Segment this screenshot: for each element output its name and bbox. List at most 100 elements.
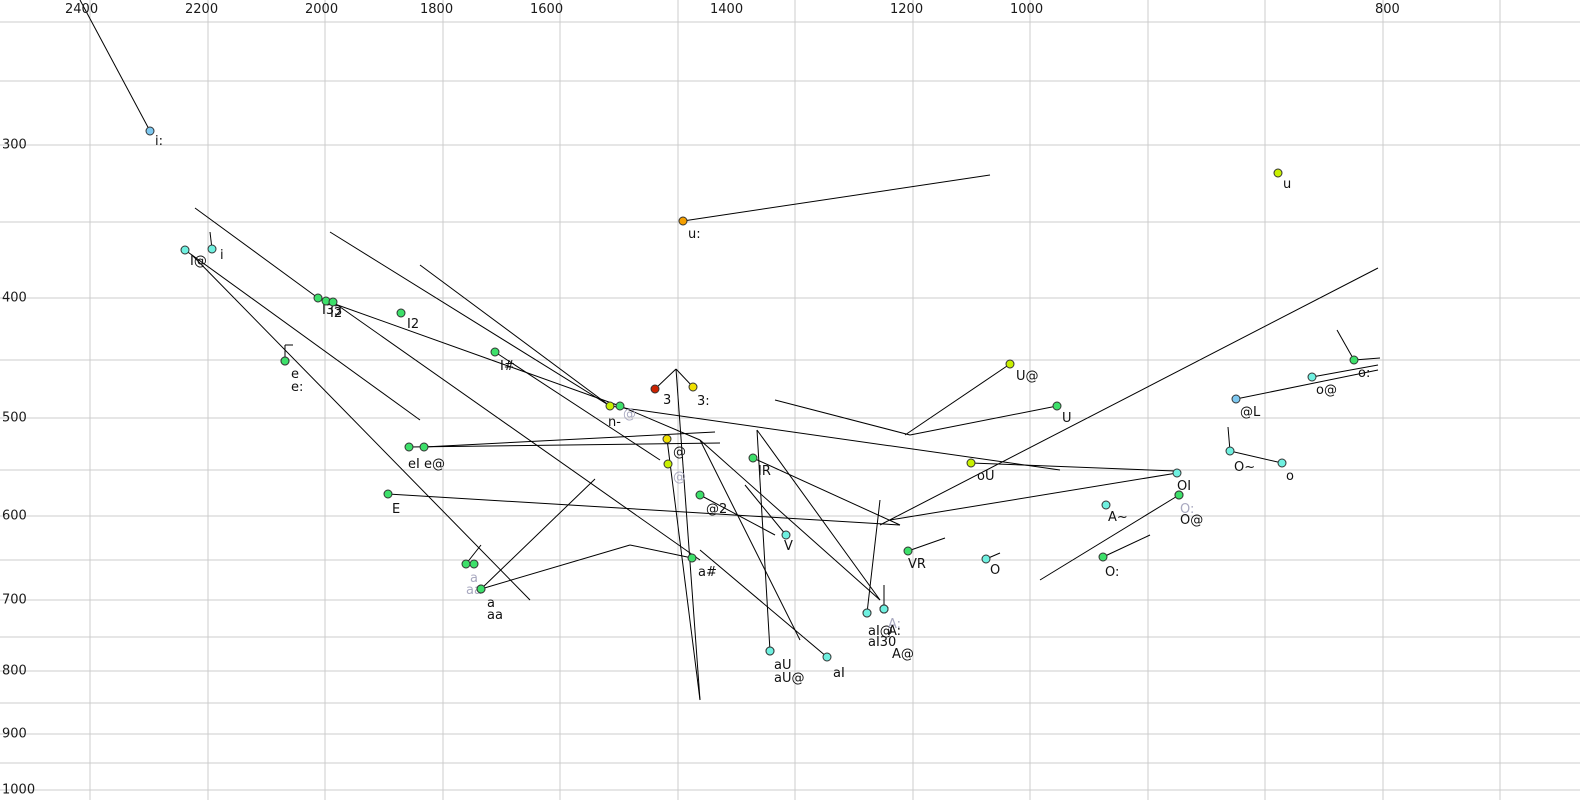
vowel-point[interactable] bbox=[663, 459, 673, 469]
vowel-point[interactable] bbox=[862, 608, 872, 618]
vowel-point[interactable] bbox=[145, 126, 155, 136]
vowel-point[interactable] bbox=[1307, 372, 1317, 382]
vowel-label: aU@ bbox=[774, 671, 805, 686]
vowel-point[interactable] bbox=[1174, 490, 1184, 500]
connector-line bbox=[619, 405, 701, 441]
vowel-point[interactable] bbox=[396, 308, 406, 318]
vowel-point[interactable] bbox=[781, 530, 791, 540]
vowel-point[interactable] bbox=[1273, 168, 1283, 178]
connector-line bbox=[329, 231, 611, 407]
vowel-point[interactable] bbox=[1231, 394, 1241, 404]
vowel-label: a# bbox=[698, 565, 717, 580]
x-tick-label: 1000 bbox=[1010, 2, 1044, 17]
vowel-label: 3: bbox=[697, 394, 710, 409]
y-tick-label: 400 bbox=[2, 290, 27, 306]
vowel-point[interactable] bbox=[650, 384, 660, 394]
connector-line bbox=[1039, 494, 1180, 581]
vowel-label: O@ bbox=[1180, 513, 1204, 528]
vowel-point[interactable] bbox=[687, 553, 697, 563]
y-tick-label: 800 bbox=[2, 663, 27, 679]
vowel-label: A@ bbox=[892, 647, 914, 662]
vowel-point[interactable] bbox=[605, 401, 615, 411]
vowel-point[interactable] bbox=[615, 401, 625, 411]
connector-line bbox=[970, 462, 1176, 472]
vowel-point[interactable] bbox=[1052, 401, 1062, 411]
vowel-point[interactable] bbox=[280, 356, 290, 366]
vowel-label: aa bbox=[487, 608, 503, 623]
vowel-point[interactable] bbox=[476, 584, 486, 594]
vowel-label: u: bbox=[688, 227, 701, 242]
vowel-label: o@ bbox=[1316, 383, 1337, 398]
vowel-label: i: bbox=[155, 134, 163, 149]
vowel-label: U bbox=[1062, 411, 1072, 426]
x-tick-label: 800 bbox=[1375, 2, 1400, 17]
connector-line bbox=[774, 399, 911, 436]
vowel-label: A: bbox=[888, 617, 902, 632]
connector-line bbox=[494, 351, 661, 461]
vowel-label: A~ bbox=[1108, 510, 1128, 525]
connector-line bbox=[666, 438, 701, 701]
connector-line bbox=[699, 439, 801, 641]
x-tick-label: 1400 bbox=[710, 2, 744, 17]
connector-line bbox=[699, 549, 828, 658]
vowel-point[interactable] bbox=[662, 434, 672, 444]
vowel-point[interactable] bbox=[1349, 355, 1359, 365]
vowel-point[interactable] bbox=[879, 604, 889, 614]
vowel-point[interactable] bbox=[765, 646, 775, 656]
vowel-point[interactable] bbox=[678, 216, 688, 226]
vowel-label: O: bbox=[1105, 565, 1120, 580]
vowel-point[interactable] bbox=[822, 652, 832, 662]
vowel-label: aI3 bbox=[868, 635, 889, 650]
vowel-point[interactable] bbox=[748, 453, 758, 463]
connector-line bbox=[332, 301, 701, 561]
vowel-label: VR bbox=[908, 557, 926, 572]
vowel-point[interactable] bbox=[1101, 500, 1111, 510]
vowel-point[interactable] bbox=[1225, 446, 1235, 456]
vowel-point[interactable] bbox=[1005, 359, 1015, 369]
vowel-point[interactable] bbox=[419, 442, 429, 452]
vowel-label: 0 bbox=[888, 635, 897, 650]
connector-line bbox=[387, 493, 901, 526]
connector-line bbox=[1235, 369, 1379, 400]
vowel-label: o: bbox=[1358, 366, 1371, 381]
vowel-point[interactable] bbox=[328, 297, 338, 307]
vowel-point[interactable] bbox=[688, 382, 698, 392]
vowel-label: V bbox=[784, 539, 793, 554]
connector-line bbox=[480, 478, 596, 590]
vowel-label: aI@ bbox=[868, 624, 893, 639]
vowel-label: I2 bbox=[330, 306, 343, 321]
vowel-label: 3 bbox=[334, 304, 343, 319]
vowel-label: u bbox=[1283, 177, 1292, 192]
vowel-label: O~ bbox=[1234, 460, 1256, 475]
vowel-label: a bbox=[470, 571, 478, 586]
x-tick-label: 2400 bbox=[65, 2, 99, 17]
vowel-point[interactable] bbox=[383, 489, 393, 499]
vowel-label: eI bbox=[408, 457, 420, 472]
connector-line bbox=[907, 537, 946, 552]
x-tick-label: 2000 bbox=[305, 2, 339, 17]
vowel-label: A: bbox=[888, 624, 902, 639]
vowel-label: OI bbox=[1177, 479, 1192, 494]
connector-line bbox=[1229, 450, 1283, 464]
x-tick-label: 2200 bbox=[185, 2, 219, 17]
connector-line bbox=[682, 174, 991, 222]
vowel-label: @2 bbox=[706, 502, 728, 517]
vowel-label: o bbox=[1286, 469, 1294, 484]
vowel-point[interactable] bbox=[490, 347, 500, 357]
vowel-point[interactable] bbox=[180, 245, 190, 255]
vowel-point[interactable] bbox=[695, 490, 705, 500]
vowel-label: @ bbox=[673, 470, 686, 485]
vowel-point[interactable] bbox=[404, 442, 414, 452]
connector-line bbox=[1311, 364, 1379, 378]
vowel-point[interactable] bbox=[981, 554, 991, 564]
vowel-point[interactable] bbox=[1172, 468, 1182, 478]
vowel-point[interactable] bbox=[903, 546, 913, 556]
vowel-point[interactable] bbox=[966, 458, 976, 468]
connector-line bbox=[879, 267, 1379, 526]
vowel-point[interactable] bbox=[1098, 552, 1108, 562]
vowel-point[interactable] bbox=[469, 559, 479, 569]
connector-line bbox=[184, 249, 421, 421]
vowel-point[interactable] bbox=[1277, 458, 1287, 468]
vowel-point[interactable] bbox=[207, 244, 217, 254]
